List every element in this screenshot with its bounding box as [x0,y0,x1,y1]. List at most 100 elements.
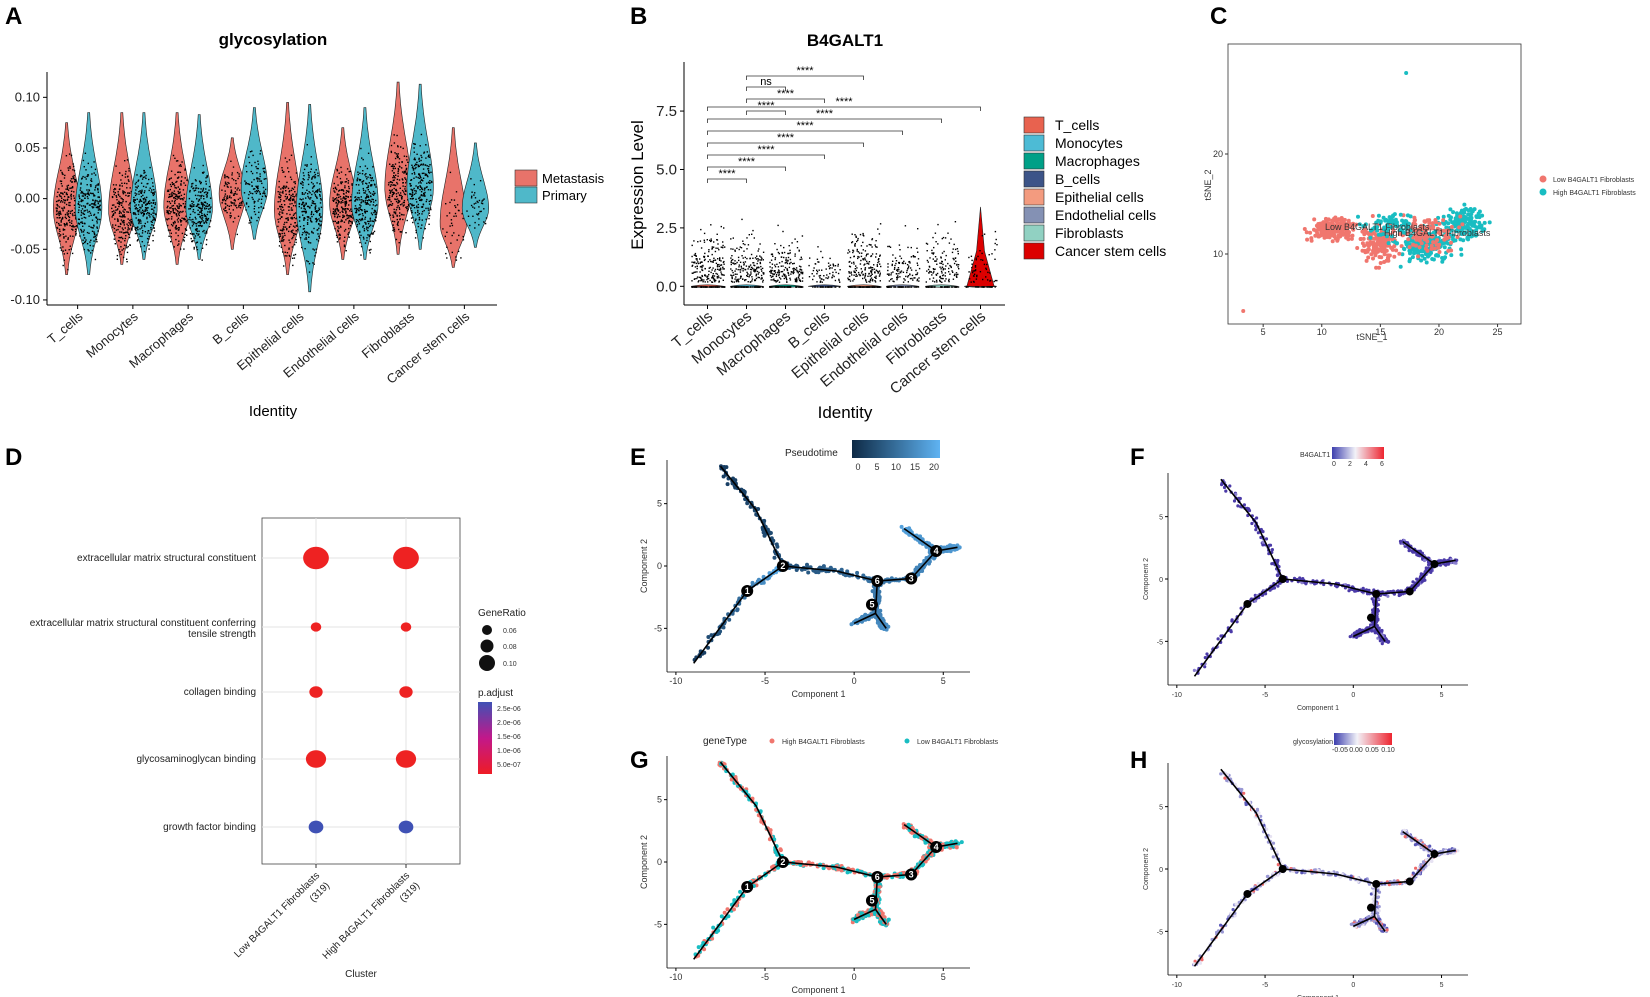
data-point [862,258,864,260]
data-point [388,212,391,215]
data-point [203,213,206,216]
data-point [431,181,433,184]
data-point [261,195,264,198]
data-point [79,189,81,191]
data-point [192,218,194,221]
data-point [710,240,712,243]
data-point [283,228,285,231]
data-point [393,172,395,174]
data-point [127,195,129,197]
data-point [710,224,712,226]
data-point [152,185,154,187]
data-point [251,185,253,187]
data-point [196,187,198,189]
data-point [167,213,170,215]
data-point [935,241,937,243]
data-point [732,258,734,261]
data-point [234,217,236,219]
data-point [372,198,374,201]
data-point [333,213,335,215]
data-point [82,231,85,233]
data-point [128,207,130,209]
data-point [236,193,238,195]
data-point [783,269,785,271]
data-point [293,254,295,256]
data-point [336,194,338,196]
data-point [334,186,337,189]
scatter-point [1344,227,1349,232]
data-point [395,190,398,192]
data-point [89,192,92,194]
data-point [756,255,758,257]
data-point [759,255,761,257]
data-point [245,165,247,167]
data-point [282,171,284,173]
data-point [312,186,315,188]
data-point [314,208,316,210]
data-point [837,265,839,267]
data-point [718,263,720,266]
data-point [201,203,204,205]
data-point [991,286,993,288]
data-point [166,190,169,192]
data-point [288,190,291,192]
data-point [118,236,120,239]
data-point [174,157,176,159]
data-point [876,246,878,248]
data-point [794,280,797,283]
data-point [311,200,314,202]
data-point [783,274,785,277]
data-point [914,256,916,258]
data-point [788,262,791,265]
data-point [364,210,367,213]
data-point [338,190,340,192]
data-point [405,180,408,182]
data-point [117,191,119,193]
legend-label: B_cells [1055,171,1100,187]
data-point [864,267,867,269]
data-point [847,278,850,281]
scatter-point [1350,233,1355,238]
data-point [704,258,706,261]
data-point [314,177,316,179]
data-point [199,224,201,227]
data-point [91,219,94,221]
data-point [176,180,178,183]
data-point [730,259,733,262]
data-point [753,264,755,266]
data-point [340,189,343,191]
data-point [707,277,710,280]
significance-label: **** [777,88,795,100]
data-point [788,274,790,276]
legend-label: Monocytes [1055,135,1123,151]
data-point [124,173,127,175]
data-point [306,165,308,167]
data-point [124,240,126,242]
data-point [284,251,286,253]
data-point [230,204,232,207]
data-point [368,235,370,238]
data-point [400,231,402,233]
data-point [411,164,413,166]
data-point [277,218,279,221]
data-point [737,268,739,271]
data-point [136,240,139,242]
data-point [755,258,758,260]
y-tick-label: 0.10 [15,89,40,104]
data-point [916,247,918,249]
data-point [870,267,873,269]
data-point [314,206,316,208]
data-point [313,227,315,230]
data-point [152,201,155,204]
data-point [67,214,69,216]
data-point [367,186,369,188]
panel-c-frame [1227,43,1522,325]
data-point [63,259,65,261]
data-point [347,208,349,210]
data-point [417,211,419,213]
data-point [129,223,131,225]
data-point [59,234,62,236]
scatter-point [1327,235,1332,240]
scatter-point [1336,226,1341,231]
data-point [201,218,203,221]
